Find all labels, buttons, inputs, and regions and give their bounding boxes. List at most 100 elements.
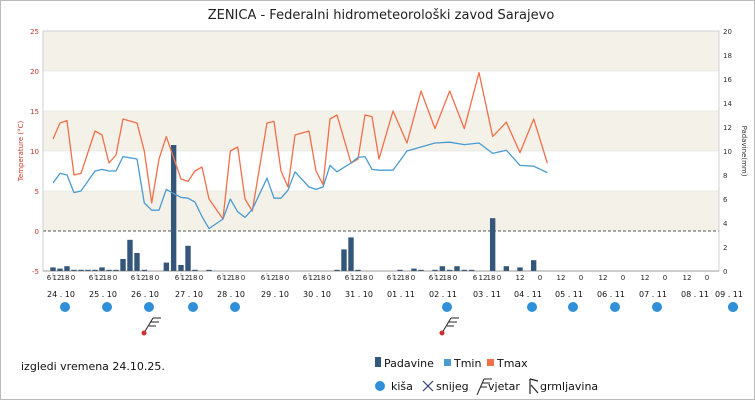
precipitation-bars <box>50 145 537 271</box>
precipitation-bar <box>489 218 496 271</box>
x-hour-label: 6 <box>131 274 136 282</box>
x-hour-label: 6 <box>175 274 180 282</box>
x-hour-label: 0 <box>579 274 583 282</box>
precipitation-bar <box>355 269 361 271</box>
precipitation-bar <box>503 266 510 271</box>
x-date-label: 27 . 10 <box>175 290 203 299</box>
legend-series: Padavine Tmin Tmax <box>375 357 528 370</box>
rain-symbol-icon <box>652 302 662 312</box>
precipitation-bar <box>206 269 212 271</box>
plot-band <box>43 111 719 151</box>
x-date-label: 04 . 11 <box>514 290 542 299</box>
wind-mast <box>143 317 154 334</box>
legend-label-tmax: Tmax <box>496 357 528 370</box>
y-axis-precipitation: 0 2 4 6 8 10 12 14 16 18 20 <box>723 28 732 276</box>
x-hour-label: 12 <box>53 274 62 282</box>
precipitation-bar <box>348 237 354 271</box>
x-hour-label: 18 <box>145 274 154 282</box>
rain-symbol-icon <box>527 302 537 312</box>
x-hour-label: 18 <box>317 274 326 282</box>
chart-title: ZENICA - Federalni hidrometeorološki zav… <box>208 8 555 23</box>
precipitation-bar <box>468 269 475 271</box>
legend-label-kisa: kiša <box>391 380 413 393</box>
x-hour-label: 18 <box>275 274 284 282</box>
x-hour-label: 18 <box>231 274 240 282</box>
legend-item-tmax: Tmax <box>487 357 528 370</box>
y-axis-temperature: -5 0 5 10 15 20 25 <box>30 28 39 276</box>
wind-mast <box>441 317 452 334</box>
x-hour-label: 12 <box>557 274 566 282</box>
rain-symbol-icon <box>230 302 240 312</box>
x-date-label: 30 . 10 <box>303 290 331 299</box>
legend-item-vjetar: vjetar <box>476 378 520 396</box>
x-hour-label: 6 <box>303 274 308 282</box>
rain-symbol-icon <box>60 302 70 312</box>
precipitation-bar <box>50 267 56 271</box>
y2-tick-label: 6 <box>723 196 728 204</box>
x-hour-label: 0 <box>411 274 415 282</box>
y2-tick-label: 14 <box>723 100 732 108</box>
x-hour-label: 18 <box>103 274 112 282</box>
weather-symbol-row <box>60 302 738 336</box>
tmax-swatch <box>487 359 494 366</box>
x-hour-label: 12 <box>267 274 276 282</box>
legend-label-vjetar: vjetar <box>488 380 520 393</box>
rain-symbol-icon <box>442 302 452 312</box>
x-hour-label: 12 <box>599 274 608 282</box>
legend-label-padavine: Padavine <box>384 357 434 370</box>
x-hour-label: 6 <box>89 274 94 282</box>
precipitation-bar <box>334 269 340 271</box>
x-hour-label: 12 <box>393 274 402 282</box>
x-hour-label: 0 <box>538 274 542 282</box>
rain-symbol-icon <box>568 302 578 312</box>
x-hour-label: 12 <box>435 274 444 282</box>
plot-band <box>43 191 719 231</box>
x-hour-label: 12 <box>223 274 232 282</box>
precipitation-bar <box>192 269 198 271</box>
x-hour-label: 12 <box>683 274 692 282</box>
precipitation-bar <box>439 266 446 271</box>
precipitation-bar <box>530 260 537 271</box>
precipitation-bar <box>134 253 140 271</box>
x-hour-label: 6 <box>47 274 52 282</box>
y-tick-label: 20 <box>30 68 39 76</box>
x-hour-label: 6 <box>473 274 478 282</box>
precipitation-bar <box>113 269 119 271</box>
x-hour-label: 18 <box>359 274 368 282</box>
precipitation-bar <box>78 269 84 271</box>
temperature-lines <box>52 71 548 230</box>
x-date-label: 29 . 10 <box>261 290 289 299</box>
y2-tick-label: 0 <box>723 268 727 276</box>
x-hour-label: 0 <box>453 274 457 282</box>
x-date-label: 05 . 11 <box>555 290 583 299</box>
y-tick-label: 5 <box>35 188 39 196</box>
padavine-swatch <box>375 357 381 367</box>
y-tick-label: 0 <box>35 228 39 236</box>
x-date-label: 03 . 11 <box>473 290 501 299</box>
precipitation-bar <box>454 266 460 271</box>
outlook-date-text: izgledi vremena 24.10.25. <box>21 360 165 373</box>
x-hour-label: 0 <box>369 274 373 282</box>
x-hour-label: 6 <box>217 274 222 282</box>
x-hour-label: 6 <box>261 274 266 282</box>
precipitation-bar <box>432 269 438 271</box>
precipitation-bar <box>185 245 191 271</box>
precipitation-bar <box>418 269 424 271</box>
x-hour-label: 18 <box>401 274 410 282</box>
y2-tick-label: 18 <box>723 52 732 60</box>
wind-dot <box>141 330 147 336</box>
wind-dot <box>439 330 445 336</box>
plot-background <box>43 31 719 271</box>
x-hour-label: 0 <box>155 274 159 282</box>
plot-band <box>43 151 719 191</box>
x-hour-label: 0 <box>241 274 245 282</box>
x-hour-label: 12 <box>641 274 650 282</box>
x-date-label: 25 . 10 <box>89 290 117 299</box>
precipitation-bar <box>92 269 98 271</box>
x-date-label: 26 . 10 <box>131 290 159 299</box>
x-date-label: 28 . 10 <box>217 290 245 299</box>
x-hour-label: 12 <box>479 274 488 282</box>
precipitation-bar <box>163 262 170 271</box>
precipitation-bar <box>127 239 133 271</box>
